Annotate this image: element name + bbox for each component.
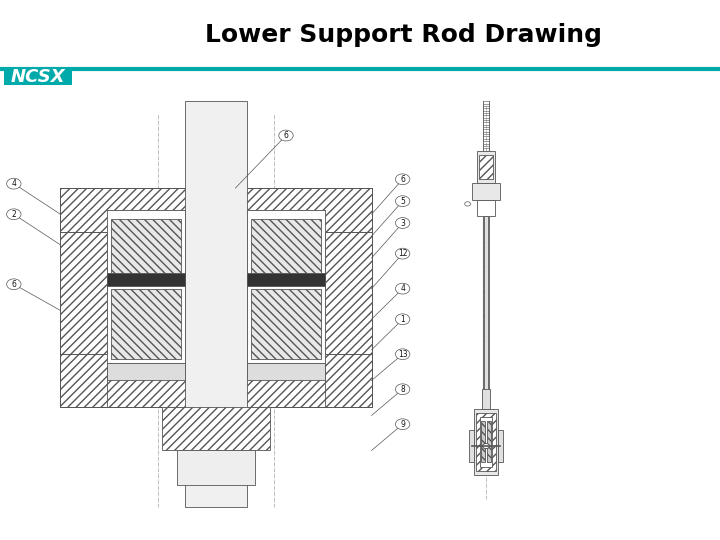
Bar: [161, 407, 271, 450]
Circle shape: [395, 248, 410, 259]
Bar: [107, 363, 185, 381]
Bar: [498, 430, 503, 462]
Circle shape: [6, 279, 21, 289]
Text: 5: 5: [400, 197, 405, 206]
Bar: [479, 154, 493, 179]
Bar: [60, 188, 372, 232]
Text: Lower Support Rod Drawing: Lower Support Rod Drawing: [204, 23, 602, 47]
Circle shape: [395, 283, 410, 294]
Circle shape: [6, 178, 21, 189]
Bar: [177, 450, 255, 485]
Bar: [251, 219, 321, 275]
Circle shape: [395, 174, 410, 185]
Bar: [480, 417, 492, 467]
Text: 2: 2: [12, 210, 16, 219]
Circle shape: [395, 314, 410, 325]
Text: 6: 6: [400, 175, 405, 184]
Bar: [107, 210, 185, 280]
Bar: [477, 151, 495, 184]
Bar: [111, 288, 181, 359]
Text: 1: 1: [400, 315, 405, 324]
Text: 4: 4: [12, 179, 17, 188]
Text: 6: 6: [12, 280, 17, 289]
Bar: [247, 273, 325, 286]
Text: 12: 12: [398, 249, 408, 258]
Bar: [107, 188, 325, 407]
Bar: [474, 409, 498, 475]
Bar: [472, 184, 500, 200]
Text: NCSX: NCSX: [10, 68, 65, 86]
Circle shape: [482, 443, 490, 449]
Bar: [485, 216, 487, 409]
Bar: [325, 188, 372, 407]
Circle shape: [395, 218, 410, 228]
Circle shape: [395, 196, 410, 206]
Bar: [4, 68, 72, 85]
Text: 6: 6: [284, 131, 289, 140]
Bar: [477, 200, 495, 216]
Bar: [469, 430, 474, 462]
Bar: [60, 188, 107, 407]
Bar: [247, 280, 325, 363]
Bar: [476, 413, 496, 471]
Bar: [481, 421, 485, 462]
Bar: [107, 273, 185, 286]
Bar: [251, 288, 321, 359]
Bar: [185, 100, 247, 508]
Text: 13: 13: [398, 350, 408, 359]
Circle shape: [6, 209, 21, 220]
Circle shape: [395, 384, 410, 395]
Bar: [111, 219, 181, 275]
Bar: [487, 421, 491, 462]
Bar: [482, 389, 490, 409]
Text: 3: 3: [400, 219, 405, 227]
Circle shape: [464, 202, 470, 206]
Text: 9: 9: [400, 420, 405, 429]
Bar: [247, 210, 325, 280]
Circle shape: [395, 419, 410, 430]
Text: 4: 4: [400, 284, 405, 293]
Bar: [107, 280, 185, 363]
Bar: [247, 363, 325, 381]
Bar: [60, 354, 372, 407]
Circle shape: [279, 130, 293, 141]
Text: 8: 8: [400, 384, 405, 394]
Circle shape: [395, 349, 410, 360]
